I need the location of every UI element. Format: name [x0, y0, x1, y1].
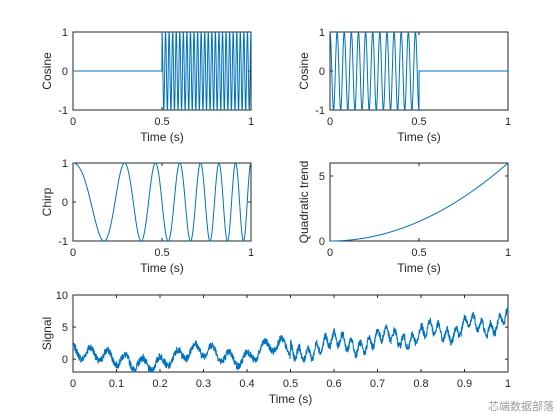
x-tick-label: 0.5 [154, 116, 169, 128]
x-tick-label: 0 [70, 247, 76, 259]
series-line [72, 306, 509, 373]
axes-frame [72, 294, 509, 373]
series-line [73, 31, 252, 111]
x-tick-label: 0.8 [413, 378, 428, 390]
x-tick-label: 0.5 [411, 116, 426, 128]
y-tick-label: 1 [62, 158, 68, 170]
x-tick-label: 0.3 [196, 378, 211, 390]
x-tick-label: 0 [70, 378, 76, 390]
y-tick-label: 0 [62, 66, 68, 78]
axes-frame [329, 162, 509, 242]
y-tick-label: 0 [62, 354, 68, 366]
x-tick-label: 0.1 [109, 378, 124, 390]
y-tick-label: -1 [58, 236, 68, 248]
y-tick-label: 5 [319, 171, 325, 183]
x-tick-label: 0 [327, 247, 333, 259]
x-tick-label: 1 [505, 247, 511, 259]
y-tick-label: 1 [62, 27, 68, 39]
x-tick-label: 1 [505, 378, 511, 390]
x-tick-label: 0 [327, 116, 333, 128]
y-axis-label: Chirp [40, 187, 54, 216]
subplot-p4: 0 0.5 1 0 5 Time (s) Quadratic trend [297, 161, 511, 275]
x-tick-label: 1 [505, 116, 511, 128]
x-tick-label: 0.4 [239, 378, 254, 390]
y-tick-label: -1 [315, 105, 325, 117]
y-tick-label: 5 [62, 322, 68, 334]
x-tick-label: 0 [70, 116, 76, 128]
watermark: 芯端数据部落 [488, 401, 554, 413]
y-tick-label: 0 [62, 197, 68, 209]
series-line [73, 162, 252, 242]
x-tick-label: 1 [248, 247, 254, 259]
x-axis-label: Time (s) [140, 261, 184, 275]
x-tick-label: 0.7 [370, 378, 385, 390]
x-axis-label: Time (s) [140, 130, 184, 144]
x-axis-label: Time (s) [397, 130, 441, 144]
series-line [330, 162, 509, 242]
y-axis-label: Cosine [297, 52, 311, 90]
y-tick-label: 0 [319, 236, 325, 248]
y-axis-label: Signal [40, 317, 54, 350]
x-tick-label: 0.6 [326, 378, 341, 390]
y-tick-label: 1 [319, 27, 325, 39]
x-tick-label: 0.9 [457, 378, 472, 390]
x-axis-label: Time (s) [397, 261, 441, 275]
y-tick-label: 0 [319, 66, 325, 78]
x-tick-label: 1 [248, 116, 254, 128]
x-tick-label: 0.5 [283, 378, 298, 390]
x-axis-label: Time (s) [269, 392, 313, 406]
y-axis-label: Quadratic trend [297, 161, 311, 244]
x-tick-label: 0.5 [411, 247, 426, 259]
x-tick-label: 0.2 [152, 378, 167, 390]
y-tick-label: 10 [56, 290, 68, 302]
x-tick-label: 0.5 [154, 247, 169, 259]
y-tick-label: -1 [58, 105, 68, 117]
series-line [329, 31, 508, 112]
y-axis-label: Cosine [40, 52, 54, 90]
